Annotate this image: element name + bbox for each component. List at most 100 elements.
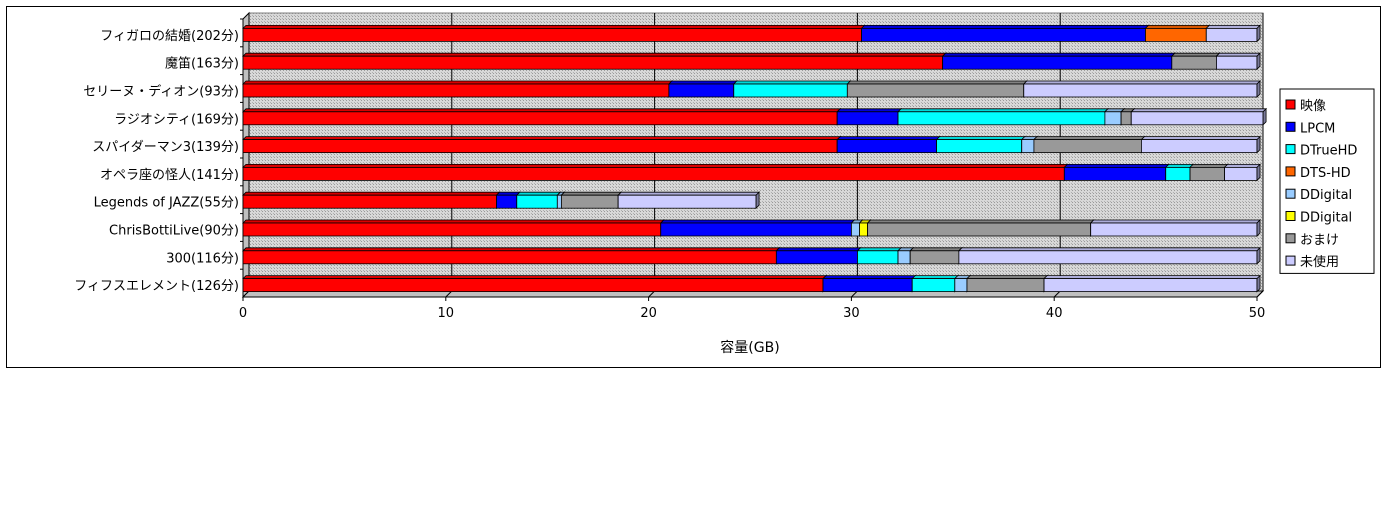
bar-front-face bbox=[851, 222, 860, 237]
bar-top-face bbox=[836, 136, 941, 141]
bar-front-face bbox=[496, 194, 518, 209]
legend-swatch bbox=[1285, 144, 1296, 155]
bar-top-face bbox=[1205, 24, 1261, 29]
category-label: セリーヌ・ディオン(93分) bbox=[83, 84, 239, 100]
bar-top-face bbox=[667, 80, 738, 85]
bar-front-face bbox=[1189, 166, 1225, 181]
bar-front-face bbox=[1171, 55, 1217, 70]
bar-front-face bbox=[1023, 83, 1258, 98]
bar-segment bbox=[1205, 24, 1261, 43]
legend-swatch bbox=[1285, 188, 1296, 199]
bar-segment bbox=[1063, 163, 1170, 182]
bar-front-face bbox=[1205, 27, 1258, 42]
bar-top-face bbox=[1144, 24, 1211, 29]
bar-segment bbox=[1144, 24, 1211, 43]
bar-top-face bbox=[1164, 163, 1195, 168]
bar-end-face bbox=[1256, 163, 1261, 182]
bar-segment bbox=[1022, 80, 1261, 98]
category-label: 魔笛(163分) bbox=[165, 56, 239, 72]
bar-front-face bbox=[1145, 27, 1207, 42]
x-tick-label: 10 bbox=[438, 306, 455, 321]
legend-label: DDigital bbox=[1300, 211, 1352, 226]
legend-swatch bbox=[1285, 121, 1296, 132]
category-label: フィフスエレメント(126分) bbox=[74, 279, 239, 294]
bar-top-face bbox=[1140, 136, 1261, 141]
bar-segment bbox=[1223, 163, 1261, 182]
bar-end-face bbox=[1256, 274, 1261, 293]
bar-top-face bbox=[1223, 163, 1261, 168]
bar-segment bbox=[836, 135, 941, 154]
bar-front-face bbox=[1090, 222, 1258, 237]
chart-frame: 0 10 20 30 40 50 容量(GB) フィガロの結婚(202分) 魔笛(163分) セリ… bbox=[6, 6, 1381, 368]
bar-top-face bbox=[856, 247, 903, 252]
legend-swatch bbox=[1285, 99, 1296, 110]
bar-front-face bbox=[822, 278, 913, 293]
bar-front-face bbox=[775, 250, 858, 265]
bar-front-face bbox=[1063, 166, 1167, 181]
bar-front-face bbox=[1165, 166, 1191, 181]
bar-top-face bbox=[897, 108, 1109, 113]
bar-front-face bbox=[556, 194, 562, 209]
legend-label: DTS-HD bbox=[1300, 166, 1351, 181]
bar-front-face bbox=[668, 83, 735, 98]
bar-front-face bbox=[242, 55, 944, 70]
bar-segment bbox=[1164, 163, 1195, 182]
bar-end-face bbox=[1256, 135, 1261, 154]
bar-end-face bbox=[755, 191, 760, 210]
legend-swatch bbox=[1285, 233, 1296, 244]
category-label: 300(116分) bbox=[166, 251, 239, 266]
x-tick-label: 20 bbox=[640, 306, 657, 321]
bar-front-face bbox=[660, 222, 852, 237]
legend-swatch bbox=[1285, 166, 1296, 177]
bar-segment bbox=[242, 163, 1069, 182]
bar-top-face bbox=[941, 52, 1176, 57]
bar-front-face bbox=[560, 194, 619, 209]
legend-label: おまけ bbox=[1300, 233, 1339, 248]
bar-top-face bbox=[242, 219, 665, 224]
bar-segment bbox=[1170, 52, 1221, 71]
bar-top-face bbox=[822, 275, 917, 280]
category-label: Legends of JAZZ(55分) bbox=[94, 196, 239, 211]
bar-top-face bbox=[909, 247, 963, 252]
bar-segment bbox=[242, 191, 501, 210]
bar-front-face bbox=[966, 278, 1045, 293]
bar-segment bbox=[897, 107, 1109, 126]
bar-top-face bbox=[846, 80, 1028, 85]
bar-front-face bbox=[836, 111, 899, 126]
bar-segment bbox=[941, 52, 1176, 71]
bar-top-face bbox=[966, 275, 1049, 280]
bar-top-face bbox=[775, 247, 862, 252]
bar-top-face bbox=[242, 136, 842, 141]
bar-segment bbox=[1130, 107, 1268, 126]
bar-segment bbox=[1215, 52, 1261, 71]
bar-top-face bbox=[1130, 108, 1268, 113]
bar-end-face bbox=[1262, 107, 1267, 126]
bar-top-face bbox=[1022, 80, 1261, 85]
legend-label: LPCM bbox=[1300, 121, 1335, 136]
x-tick-label: 30 bbox=[843, 306, 860, 321]
bar-end-face bbox=[1256, 24, 1261, 43]
category-label: ラジオシティ(169分) bbox=[114, 112, 239, 127]
bar-front-face bbox=[242, 83, 670, 98]
bar-top-face bbox=[1043, 275, 1261, 280]
bar-top-face bbox=[1189, 163, 1229, 168]
bar-segment bbox=[846, 80, 1028, 98]
bar-top-face bbox=[836, 108, 903, 113]
bar-segment bbox=[1140, 135, 1261, 154]
bar-top-face bbox=[732, 80, 852, 85]
bar-front-face bbox=[958, 250, 1258, 265]
bar-top-face bbox=[242, 163, 1069, 168]
bar-top-face bbox=[242, 275, 827, 280]
bar-top-face bbox=[911, 275, 959, 280]
bar-top-face bbox=[242, 108, 842, 113]
bar-front-face bbox=[1216, 55, 1258, 70]
bar-front-face bbox=[836, 139, 937, 154]
bar-front-face bbox=[242, 27, 862, 42]
bar-front-face bbox=[897, 250, 911, 265]
bar-front-face bbox=[1141, 139, 1258, 154]
legend-box bbox=[1279, 88, 1375, 274]
category-label: フィガロの結婚(202分) bbox=[100, 29, 239, 44]
category-label: オペラ座の怪人(141分) bbox=[100, 168, 239, 183]
bar-segment bbox=[242, 107, 842, 126]
bar-top-face bbox=[935, 136, 1026, 141]
